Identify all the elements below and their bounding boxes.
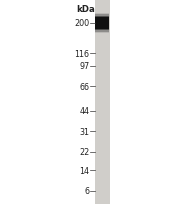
Text: 66: 66: [79, 82, 89, 91]
Text: 31: 31: [79, 127, 89, 136]
Text: 6: 6: [84, 186, 89, 195]
Text: 116: 116: [74, 50, 89, 59]
Bar: [95, 14, 109, 34]
Text: 14: 14: [79, 166, 89, 175]
Text: 22: 22: [79, 147, 89, 156]
Bar: [95, 18, 109, 30]
Text: 97: 97: [79, 62, 89, 71]
Bar: [95, 15, 109, 32]
Text: 200: 200: [74, 19, 89, 28]
Text: 44: 44: [79, 107, 89, 116]
Bar: [95, 0, 110, 204]
Text: kDa: kDa: [76, 5, 95, 14]
Bar: [95, 17, 109, 31]
